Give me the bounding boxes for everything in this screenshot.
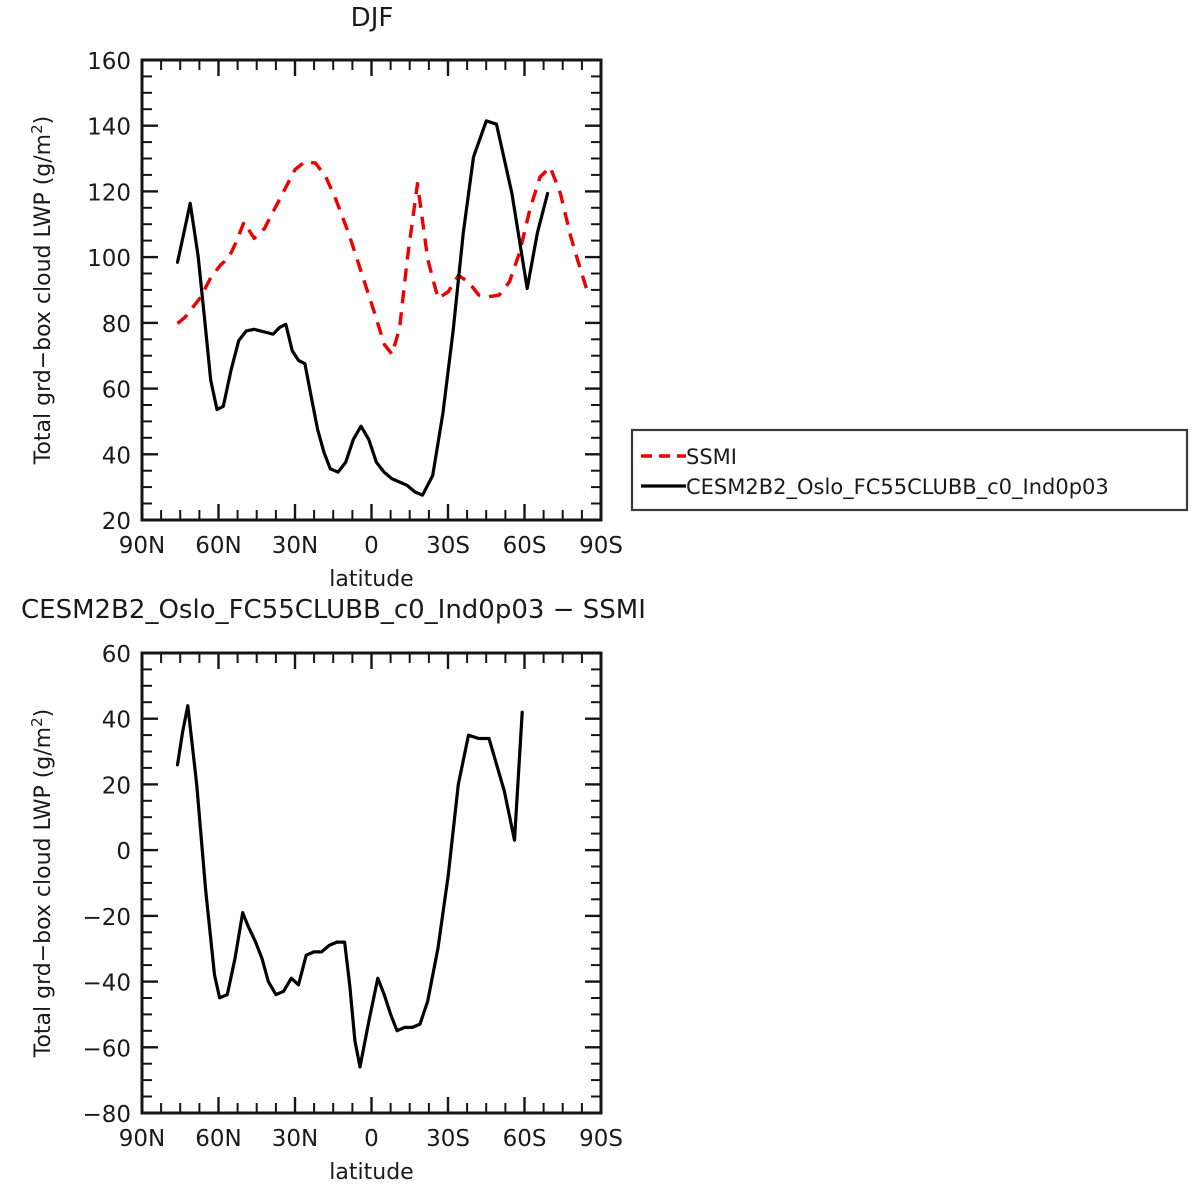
bottom-xtick-90n: 90N [119,1126,165,1152]
svg-text:Total grd−box cloud LWP (g/m2): Total grd−box cloud LWP (g/m2) [28,709,56,1059]
bottom-panel-title: CESM2B2_Oslo_FC55CLUBB_c0_Ind0p03 − SSMI [21,595,646,625]
top-ytick-40: 40 [102,443,131,469]
top-series-ssmi [176,159,591,356]
top-panel-ylabel: Total grd−box cloud LWP (g/m2) [28,116,56,466]
top-series-model [175,119,550,497]
top-xtick-90n: 90N [119,533,165,559]
bottom-ylabel-sup: 2 [28,717,46,727]
bottom-xtick-0: 0 [364,1126,379,1152]
legend-label-ssmi[interactable]: SSMI [686,445,737,469]
svg-text:Total grd−box cloud LWP (g/m2): Total grd−box cloud LWP (g/m2) [28,116,56,466]
bottom-ylabel-main: Total grd−box cloud LWP (g/m [31,727,56,1058]
top-xtick-60n: 60N [195,533,241,559]
top-ytick-160: 160 [87,49,131,75]
bottom-ytick-neg80: −80 [82,1102,131,1128]
bottom-ylabel-tail: ) [31,709,56,718]
top-ylabel-main: Total grd−box cloud LWP (g/m [31,134,56,465]
bottom-panel-plot-frame [140,651,603,1115]
bottom-ytick-neg60: −60 [82,1036,131,1062]
bottom-ytick-60: 60 [102,642,131,668]
bottom-ytick-neg20: −20 [82,905,131,931]
bottom-panel-ylabel: Total grd−box cloud LWP (g/m2) [28,709,56,1059]
top-ylabel-sup: 2 [28,124,46,134]
top-ytick-120: 120 [87,180,131,206]
top-xtick-30n: 30N [272,533,318,559]
bottom-series-difference [175,704,524,1069]
top-ytick-100: 100 [87,246,131,272]
bottom-xtick-30n: 30N [272,1126,318,1152]
top-xtick-0: 0 [364,533,379,559]
bottom-xtick-60s: 60S [503,1126,547,1152]
bottom-ytick-20: 20 [102,773,131,799]
legend-label-model[interactable]: CESM2B2_Oslo_FC55CLUBB_c0_Ind0p03 [686,475,1109,500]
bottom-panel: CESM2B2_Oslo_FC55CLUBB_c0_Ind0p03 − SSMI… [21,595,646,1185]
top-xtick-60s: 60S [503,533,547,559]
top-ytick-80: 80 [102,312,131,338]
top-panel-y-axis: 160 140 120 100 80 60 [87,49,601,535]
bottom-xtick-30s: 30S [426,1126,470,1152]
top-x-minor-ticks [160,60,583,520]
top-xtick-90s: 90S [579,533,623,559]
top-panel: DJF Total grd−box cloud LWP (g/m2) 160 1… [28,3,623,592]
top-panel-xlabel: latitude [329,567,413,592]
top-panel-x-axis: 90N 60N 30N 0 30S 60S 90S [119,60,623,559]
bottom-ytick-40: 40 [102,708,131,734]
legend-box [630,428,1189,512]
top-y-minor-ticks [142,75,601,505]
bottom-y-minor-ticks [142,668,601,1098]
bottom-ytick-0: 0 [116,839,131,865]
top-ytick-20: 20 [102,509,131,535]
bottom-panel-xlabel: latitude [329,1160,413,1185]
top-panel-title: DJF [351,3,394,33]
bottom-ytick-neg40: −40 [82,971,131,997]
bottom-x-minor-ticks [160,653,583,1113]
bottom-panel-y-axis: 60 40 20 0 −20 −40 [82,642,601,1128]
bottom-panel-x-axis: 90N 60N 30N 0 30S 60S 90S [119,653,623,1152]
bottom-xtick-60n: 60N [195,1126,241,1152]
top-ytick-140: 140 [87,115,131,141]
top-xtick-30s: 30S [426,533,470,559]
top-ylabel-tail: ) [31,116,56,125]
bottom-xtick-90s: 90S [579,1126,623,1152]
legend: SSMI CESM2B2_Oslo_FC55CLUBB_c0_Ind0p03 [630,428,1189,512]
top-ytick-60: 60 [102,378,131,404]
